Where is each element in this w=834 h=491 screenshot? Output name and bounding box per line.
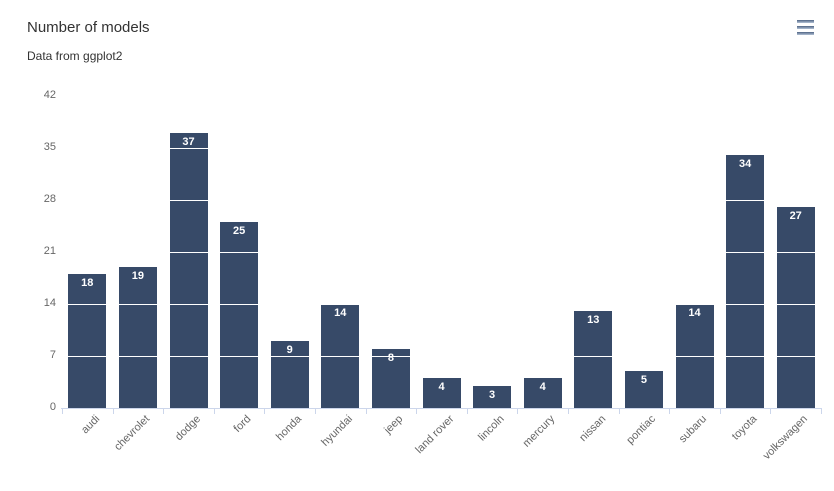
x-axis-label-mercury: mercury bbox=[520, 413, 558, 450]
x-axis-tick bbox=[264, 408, 266, 414]
grid-line bbox=[62, 252, 821, 253]
bar-land-rover[interactable]: 4 bbox=[422, 378, 461, 408]
bar-nissan[interactable]: 13 bbox=[574, 311, 613, 408]
bar-honda[interactable]: 9 bbox=[270, 341, 309, 408]
bar-value-label: 8 bbox=[387, 351, 394, 364]
grid-line bbox=[62, 200, 821, 201]
x-axis-label-honda: honda bbox=[274, 413, 305, 444]
x-axis-tick bbox=[466, 408, 468, 414]
x-axis-label-nissan: nissan bbox=[576, 413, 608, 444]
bar-value-label: 13 bbox=[587, 314, 600, 327]
x-axis-tick bbox=[315, 408, 316, 414]
bar-value-label: 14 bbox=[334, 307, 347, 319]
bar-audi[interactable]: 18 bbox=[68, 274, 107, 408]
x-axis-tick bbox=[669, 408, 671, 414]
x-axis-tick bbox=[213, 408, 215, 414]
bar-volkswagen[interactable]: 27 bbox=[776, 207, 815, 408]
x-axis-label-ford: ford bbox=[231, 413, 254, 435]
x-axis-tick bbox=[618, 408, 620, 414]
bar-value-label: 27 bbox=[789, 210, 802, 223]
x-axis-label-pontiac: pontiac bbox=[624, 413, 659, 447]
grid-line bbox=[62, 96, 821, 97]
x-axis-tick bbox=[62, 408, 63, 414]
y-axis-label: 42 bbox=[43, 89, 56, 101]
x-axis-tick bbox=[163, 408, 165, 414]
plot-area: 18 19 37 25 9 14 8 4 3 4 13 5 14 34 27 bbox=[62, 96, 821, 408]
x-axis-tick bbox=[416, 408, 418, 414]
bar-value-label: 19 bbox=[131, 269, 145, 282]
bar-dodge[interactable]: 37 bbox=[169, 133, 208, 408]
hamburger-icon bbox=[796, 25, 814, 29]
grid-line bbox=[62, 148, 821, 149]
bar-chevrolet[interactable]: 19 bbox=[118, 266, 157, 408]
bar-value-label: 37 bbox=[182, 136, 195, 149]
bar-value-label: 9 bbox=[286, 344, 293, 357]
context-menu-button[interactable] bbox=[792, 16, 818, 38]
x-axis-tick bbox=[517, 408, 519, 414]
bar-value-label: 4 bbox=[539, 381, 546, 394]
x-axis-label-chevrolet: chevrolet bbox=[112, 413, 153, 454]
y-axis-label: 0 bbox=[49, 401, 56, 413]
bar-lincoln[interactable]: 3 bbox=[473, 385, 512, 408]
x-axis-label-jeep: jeep bbox=[382, 413, 406, 437]
bar-value-label: 5 bbox=[640, 373, 647, 386]
x-axis-label-volkswagen: volkswagen bbox=[761, 413, 811, 463]
x-axis-label-land-rover: land rover bbox=[412, 413, 456, 457]
bar-value-label: 4 bbox=[438, 381, 445, 394]
grid-line bbox=[62, 304, 821, 305]
x-axis-label-lincoln: lincoln bbox=[476, 413, 507, 444]
x-axis-tick bbox=[112, 408, 114, 414]
bar-toyota[interactable]: 34 bbox=[726, 155, 765, 408]
x-axis-label-audi: audi bbox=[78, 413, 102, 437]
chart-subtitle: Data from ggplot2 bbox=[27, 49, 123, 63]
x-axis-label-hyundai: hyundai bbox=[319, 413, 355, 449]
y-axis-label: 35 bbox=[43, 141, 56, 153]
bar-pontiac[interactable]: 5 bbox=[624, 370, 663, 408]
y-axis-label: 28 bbox=[43, 193, 56, 205]
bar-value-label: 25 bbox=[232, 225, 246, 238]
hamburger-icon bbox=[796, 31, 814, 35]
y-axis-label: 14 bbox=[43, 297, 56, 309]
y-axis-label: 7 bbox=[49, 349, 56, 361]
bar-jeep[interactable]: 8 bbox=[371, 348, 410, 408]
x-axis-line bbox=[61, 408, 821, 409]
hamburger-icon bbox=[796, 19, 814, 23]
y-axis-label: 21 bbox=[43, 245, 56, 257]
grid-line bbox=[62, 356, 821, 357]
bar-value-label: 34 bbox=[738, 158, 752, 171]
x-axis-label-dodge: dodge bbox=[172, 413, 203, 444]
x-axis-label-toyota: toyota bbox=[729, 413, 760, 443]
chart-title: Number of models bbox=[27, 19, 150, 36]
bar-value-label: 14 bbox=[688, 307, 701, 319]
x-axis-label-subaru: subaru bbox=[676, 413, 709, 446]
bar-value-label: 18 bbox=[81, 277, 94, 290]
x-axis-tick bbox=[821, 408, 822, 414]
x-axis-tick bbox=[568, 408, 569, 414]
x-axis-tick bbox=[365, 408, 367, 414]
bar-mercury[interactable]: 4 bbox=[523, 378, 562, 408]
x-axis-tick bbox=[719, 408, 721, 414]
bar-ford[interactable]: 25 bbox=[220, 222, 259, 408]
bar-value-label: 3 bbox=[489, 388, 496, 401]
x-axis-tick bbox=[770, 408, 772, 414]
